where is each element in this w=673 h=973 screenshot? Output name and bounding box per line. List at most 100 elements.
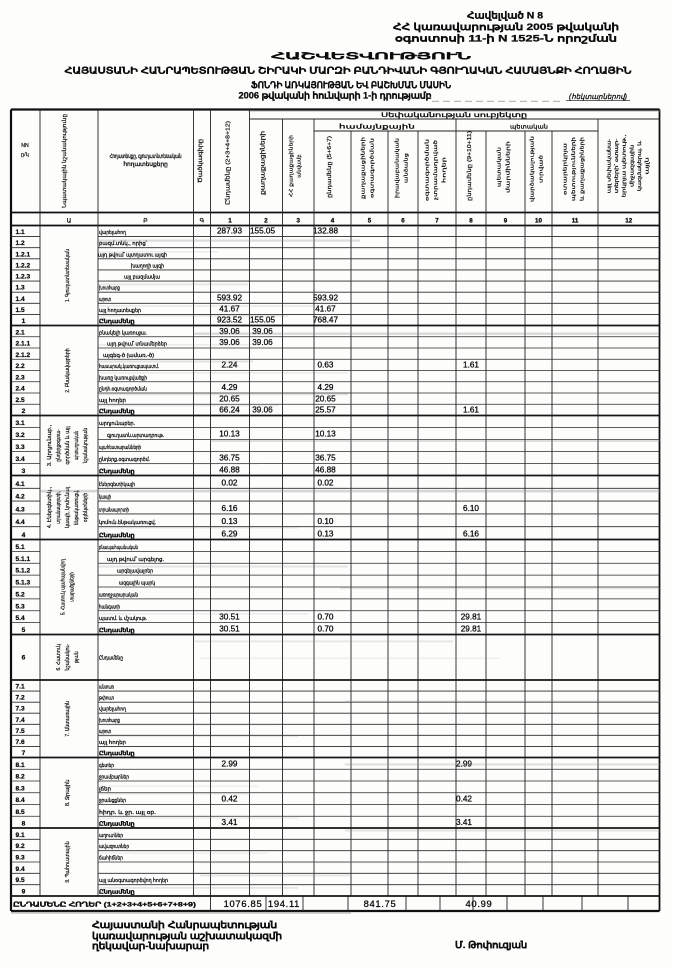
svg-text:10: 10 (535, 218, 542, 225)
svg-text:7: 7 (22, 750, 26, 757)
svg-text:պատմ. և մշակութ.: պատմ. և մշակութ. (99, 615, 147, 622)
svg-text:7.1: 7.1 (16, 684, 25, 691)
svg-text:0.70: 0.70 (318, 625, 334, 634)
svg-text:ԸՆԴԱՄԵՆԸ ՀՈՂԵՐ (1+2+3+4+5+6+7+: ԸՆԴԱՄԵՆԸ ՀՈՂԵՐ (1+2+3+4+5+6+7+8+9) (13, 902, 196, 909)
svg-text:քաղաքացիների: քաղաքացիների (260, 131, 267, 195)
svg-text:անվամբ: անվամբ (297, 154, 303, 177)
svg-text:194.11: 194.11 (268, 898, 300, 909)
svg-text:բազմ.տնկ., որից՝: բազմ.տնկ., որից՝ (99, 240, 148, 247)
svg-text:այլ հողեր: այլ հողեր (99, 739, 126, 746)
svg-text:39.06: 39.06 (252, 327, 273, 336)
svg-text:2.2: 2.2 (16, 363, 25, 370)
svg-text:թփուտ: թփուտ (99, 695, 114, 702)
svg-text:աղուտներ: աղուտներ (99, 832, 123, 839)
svg-text:29.81: 29.81 (461, 613, 482, 622)
svg-text:2.24: 2.24 (222, 361, 238, 370)
svg-text:Ընդամենը: Ընդամենը (99, 750, 135, 757)
svg-text:այդ թվում՝ տնամերձեր: այդ թվում՝ տնամերձեր (107, 341, 167, 348)
svg-text:2.1: 2.1 (16, 329, 25, 336)
svg-text:2.5: 2.5 (16, 397, 25, 404)
svg-text:9. Պահուստային: 9. Պահուստային (65, 841, 71, 882)
svg-text:այլն: այլն (645, 158, 651, 175)
svg-text:25.57: 25.57 (315, 406, 336, 415)
svg-text:41.67: 41.67 (315, 304, 336, 313)
svg-text:պետական: պետական (497, 147, 503, 187)
svg-text:30.51: 30.51 (219, 625, 240, 634)
svg-text:0.42: 0.42 (456, 795, 472, 804)
svg-text:7.5: 7.5 (16, 728, 25, 735)
svg-text:3: 3 (297, 218, 301, 225)
svg-text:վարելահող: վարելահող (99, 706, 126, 713)
svg-text:7. Անտառային: 7. Անտառային (65, 701, 71, 736)
svg-text:0.70: 0.70 (318, 613, 334, 622)
svg-text:ՀԱՇՎԵՏՎՈՒԹՅՈՒՆ: ՀԱՇՎԵՏՎՈՒԹՅՈՒՆ (271, 51, 472, 61)
svg-text:155.05: 155.05 (250, 316, 275, 325)
svg-text:Ընդամենը: Ընդամենը (99, 532, 135, 539)
svg-text:ջրամբարներ: ջրամբարներ (99, 774, 129, 781)
svg-text:5.4: 5.4 (16, 615, 25, 622)
svg-text:Ընդամենը: Ընդամենը (99, 821, 135, 828)
svg-text:132.88: 132.88 (313, 227, 338, 236)
svg-text:ընդամենը (9+10+11): ընդամենը (9+10+11) (466, 131, 473, 201)
svg-text:3.41: 3.41 (222, 818, 238, 827)
svg-text:2: 2 (264, 218, 268, 225)
svg-text:5.1.1: 5.1.1 (16, 556, 31, 563)
svg-text:5.3: 5.3 (16, 603, 25, 610)
svg-text:7.4: 7.4 (16, 717, 25, 724)
svg-text:մարմինների: մարմինների (506, 141, 512, 193)
svg-text:բնապահպանական: բնապահպանական (99, 544, 138, 551)
svg-text:9.4: 9.4 (16, 866, 25, 873)
svg-text:խոտհարք: խոտհարք (99, 717, 120, 724)
svg-text:0.02: 0.02 (318, 478, 334, 487)
svg-text:1.2.3: 1.2.3 (16, 274, 31, 281)
svg-text:գործման և այլ: գործման և այլ (65, 426, 71, 465)
svg-text:4.29: 4.29 (318, 383, 334, 392)
svg-text:6: 6 (22, 654, 26, 661)
svg-text:29.81: 29.81 (461, 625, 482, 634)
svg-text:ընդերքօգտա-: ընդերքօգտա- (56, 429, 62, 462)
svg-text:համայնքային: համայնքային (339, 124, 415, 131)
svg-text:20.65: 20.65 (219, 394, 240, 403)
svg-text:NN: NN (21, 143, 29, 149)
svg-text:4.1: 4.1 (16, 481, 25, 488)
svg-text:1: 1 (22, 318, 26, 325)
svg-text:ՀԱՅԱՍՏԱՆԻ ՀԱՆՐԱՊԵՏՈՒԹՅԱՆ ՇԻՐԱԿ: ՀԱՅԱՍՏԱՆԻ ՀԱՆՐԱՊԵՏՈՒԹՅԱՆ ՇԻՐԱԿԻ ՄԱՐԶԻ ԲԱ… (65, 66, 633, 76)
svg-text:6.16: 6.16 (222, 504, 238, 513)
svg-text:կազմակերպ. և: կազմակերպ. և (637, 139, 643, 191)
svg-text:11: 11 (572, 218, 579, 225)
svg-text:66.24: 66.24 (219, 406, 240, 415)
svg-text:39.06: 39.06 (252, 338, 273, 347)
svg-text:9: 9 (504, 218, 508, 225)
svg-text:խառը կառուցվածքի: խառը կառուցվածքի (99, 374, 147, 381)
svg-text:287.93: 287.93 (217, 227, 242, 236)
svg-text:2.4: 2.4 (16, 386, 25, 393)
svg-text:անտառ: անտառ (99, 684, 114, 691)
svg-text:բնակելի կառուցա.: բնակելի կառուցա. (99, 329, 147, 336)
svg-text:Հայաստանի Հանրապետության: Հայաստանի Հանրապետության (92, 920, 277, 931)
svg-text:տերերի՝ օտար-: տերերի՝ օտար- (614, 138, 620, 193)
svg-text:1.1: 1.1 (16, 229, 25, 236)
svg-text:արդյունաբեր.: արդյունաբեր. (99, 420, 135, 427)
svg-text:593.92: 593.92 (313, 293, 338, 302)
svg-text:2006 թվականի հունվարի 1-ի դրու: 2006 թվականի հունվարի 1-ի դրությամբ (239, 90, 432, 102)
svg-text:միջազգային: միջազգային (629, 145, 635, 187)
svg-text:հասարակ.կառուցապատմ.: հասարակ.կառուցապատմ. (99, 363, 159, 370)
svg-text:4.4: 4.4 (16, 519, 25, 526)
svg-text:1.2.1: 1.2.1 (16, 251, 31, 258)
svg-text:1.4: 1.4 (16, 296, 25, 303)
svg-text:արգելավայրեր: արգելավայրեր (117, 568, 153, 575)
svg-text:կապի: կապի (99, 494, 111, 501)
svg-text:կառավարության աշխատակազմի: կառավարության աշխատակազմի (92, 931, 282, 942)
svg-text:օտարերկրյա: օտարերկրյա (563, 143, 569, 195)
svg-text:այլ հողատեսքեր: այլ հողատեսքեր (99, 307, 141, 314)
svg-text:9.2: 9.2 (16, 843, 25, 850)
svg-text:հողատեսքերը: հողատեսքերը (123, 161, 168, 168)
svg-text:0.63: 0.63 (318, 361, 334, 370)
svg-text:8.1: 8.1 (16, 762, 25, 769)
svg-text:7.3: 7.3 (16, 706, 25, 713)
svg-text:ընդհ.օգտագործման: ընդհ.օգտագործման (99, 386, 147, 393)
svg-text:3.41: 3.41 (456, 818, 472, 827)
svg-text:ՖՈՆԴԻ ԱՌԿԱՅՈՒԹՅԱՆ ԵՎ ԲԱՇԽՄԱՆ Մ: ՖՈՆԴԻ ԱՌԿԱՅՈՒԹՅԱՆ ԵՎ ԲԱՇԽՄԱՆ ՄԱՍԻՆ (251, 80, 451, 90)
svg-text:39.06: 39.06 (219, 338, 240, 347)
svg-text:3.2: 3.2 (16, 432, 25, 439)
